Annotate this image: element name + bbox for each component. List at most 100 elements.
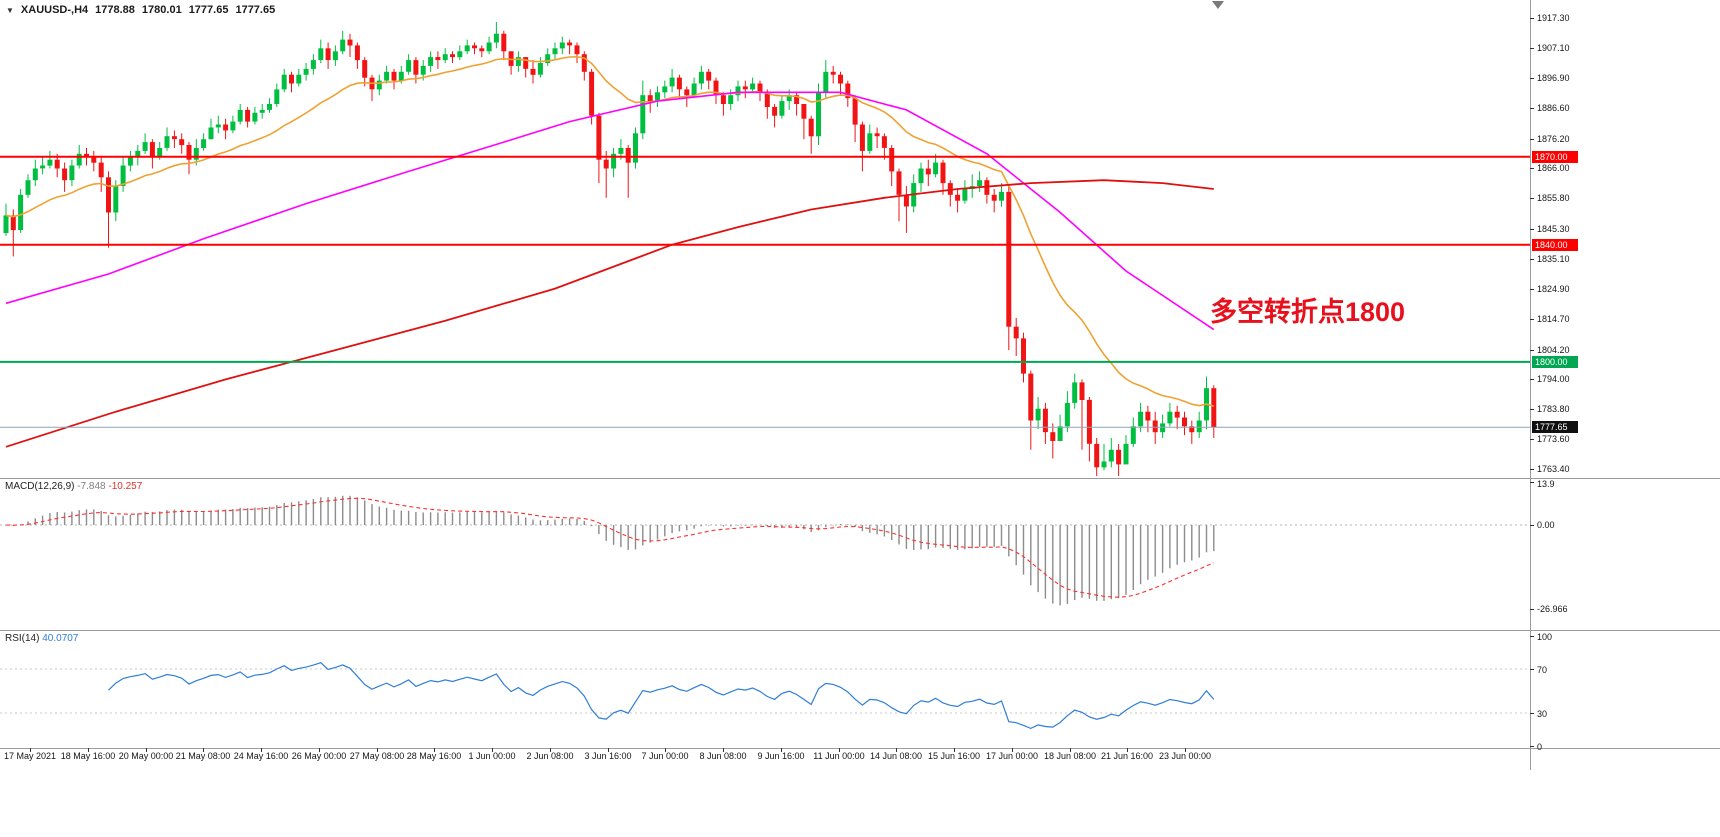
rsi-axis-tick	[1530, 746, 1534, 747]
macd-axis-tick	[1530, 482, 1534, 483]
quote-open: 1778.88	[95, 4, 135, 16]
time-axis-tick	[839, 748, 840, 752]
time-axis-label: 17 May 2021	[3, 751, 57, 761]
macd-histogram	[5, 495, 1215, 606]
time-axis-label: 28 May 16:00	[406, 751, 462, 761]
price-axis-tick	[1530, 229, 1534, 230]
price-axis-tick	[1530, 48, 1534, 49]
macd-axis-tick	[1530, 525, 1534, 526]
time-axis-tick	[319, 748, 320, 752]
price-axis-tick	[1530, 139, 1534, 140]
time-axis-label: 11 Jun 00:00	[813, 751, 865, 761]
macd-value-main: -7.848	[77, 481, 106, 492]
price-axis-label: 1855.80	[1537, 193, 1570, 204]
price-axis-label: 1773.60	[1537, 434, 1570, 445]
candles	[3, 22, 1217, 477]
price-axis-tick	[1530, 259, 1534, 260]
price-axis-label: 1917.30	[1537, 13, 1570, 24]
rsi-line	[108, 662, 1215, 730]
macd-panel-separator[interactable]	[0, 478, 1720, 479]
time-axis-label: 20 May 00:00	[118, 751, 174, 761]
chart-dropdown-icon[interactable]: ▼	[6, 5, 14, 15]
rsi-value: 40.0707	[42, 633, 79, 644]
level-price-badge: 1870.00	[1532, 151, 1578, 163]
time-axis-label: 18 Jun 08:00	[1043, 751, 1097, 761]
price-axis-label: 1804.20	[1537, 344, 1570, 355]
rsi-name: RSI(14)	[5, 633, 40, 644]
ma-slow-line	[5, 179, 1214, 448]
quote-close: 1777.65	[235, 4, 276, 16]
chart-shift-icon[interactable]	[1212, 1, 1224, 9]
ma-mid-line	[5, 91, 1215, 331]
time-axis-label: 2 Jun 08:00	[526, 751, 574, 761]
rsi-axis-label: 100	[1537, 632, 1553, 642]
symbol-label: XAUUSD-,H4	[20, 4, 89, 16]
price-axis-tick	[1530, 469, 1534, 470]
time-axis-label: 8 Jun 08:00	[699, 751, 747, 761]
price-axis-label: 1866.00	[1537, 163, 1570, 174]
time-axis-label: 23 Jun 00:00	[1158, 751, 1212, 761]
macd-name: MACD(12,26,9)	[5, 481, 75, 492]
price-chart-canvas[interactable]	[0, 0, 1530, 478]
level-price-badge: 1840.00	[1532, 239, 1578, 251]
time-axis-tick	[781, 748, 782, 752]
time-axis-label: 21 May 08:00	[175, 751, 231, 761]
time-axis-label: 17 Jun 00:00	[985, 751, 1039, 761]
rsi-axis-label: 0	[1537, 742, 1543, 752]
rsi-panel-canvas[interactable]	[0, 631, 1530, 748]
time-axis-label: 14 Jun 08:00	[869, 751, 923, 761]
rsi-axis-label: 30	[1537, 709, 1548, 719]
price-axis-label: 1824.90	[1537, 283, 1570, 294]
price-axis-tick	[1530, 198, 1534, 199]
price-axis-label: 1794.00	[1537, 374, 1570, 385]
price-axis-label: 1835.10	[1537, 254, 1570, 264]
quote-high: 1780.01	[141, 4, 182, 16]
current-price-badge: 1777.65	[1532, 421, 1578, 433]
price-axis-tick	[1530, 379, 1534, 380]
rsi-label: RSI(14) 40.0707	[5, 633, 78, 644]
time-axis-label: 21 Jun 16:00	[1100, 751, 1154, 761]
price-axis-tick	[1530, 409, 1534, 410]
time-axis-label: 7 Jun 00:00	[641, 751, 689, 761]
time-axis-label: 1 Jun 00:00	[468, 751, 516, 761]
time-axis-label: 26 May 00:00	[291, 751, 347, 761]
rsi-axis-tick	[1530, 669, 1534, 670]
price-axis-label: 1763.40	[1537, 464, 1570, 475]
rsi-axis-tick	[1530, 636, 1534, 637]
macd-axis-label: 13.9	[1537, 479, 1555, 489]
price-axis-tick	[1530, 289, 1534, 290]
macd-axis-label: 0.00	[1537, 520, 1555, 530]
macd-panel-canvas[interactable]	[0, 479, 1530, 630]
price-axis-label: 1886.60	[1537, 103, 1570, 114]
time-axis-label: 15 Jun 16:00	[927, 751, 981, 761]
time-axis-tick	[954, 748, 955, 752]
price-axis-label: 1876.20	[1537, 133, 1570, 144]
price-axis-tick	[1530, 108, 1534, 109]
time-axis-tick	[203, 748, 204, 752]
time-axis-label: 18 May 16:00	[60, 751, 116, 761]
time-axis-label: 3 Jun 16:00	[584, 751, 632, 761]
time-axis-tick	[146, 748, 147, 752]
price-axis-tick	[1530, 350, 1534, 351]
level-price-badge: 1800.00	[1532, 356, 1578, 368]
time-axis-label: 27 May 08:00	[349, 751, 405, 761]
ma-fast-line	[5, 55, 1215, 407]
macd-signal-line	[5, 497, 1215, 598]
time-axis-tick	[1012, 748, 1013, 752]
rsi-panel-separator[interactable]	[0, 630, 1720, 631]
price-axis-label: 1845.30	[1537, 224, 1570, 235]
price-axis-tick	[1530, 439, 1534, 440]
macd-label: MACD(12,26,9) -7.848 -10.257	[5, 481, 142, 492]
chart-annotation[interactable]: 多空转折点1800	[1210, 297, 1406, 327]
price-axis-label: 1783.80	[1537, 404, 1570, 415]
time-axis-tick	[896, 748, 897, 752]
price-axis-label: 1896.90	[1537, 72, 1570, 83]
time-axis-tick	[1127, 748, 1128, 752]
price-axis-tick	[1530, 168, 1534, 169]
quote-low: 1777.65	[188, 4, 229, 16]
time-axis-tick	[665, 748, 666, 752]
macd-axis-label: -26.966	[1537, 604, 1568, 614]
price-axis-tick	[1530, 319, 1534, 320]
time-axis-separator	[0, 748, 1720, 749]
